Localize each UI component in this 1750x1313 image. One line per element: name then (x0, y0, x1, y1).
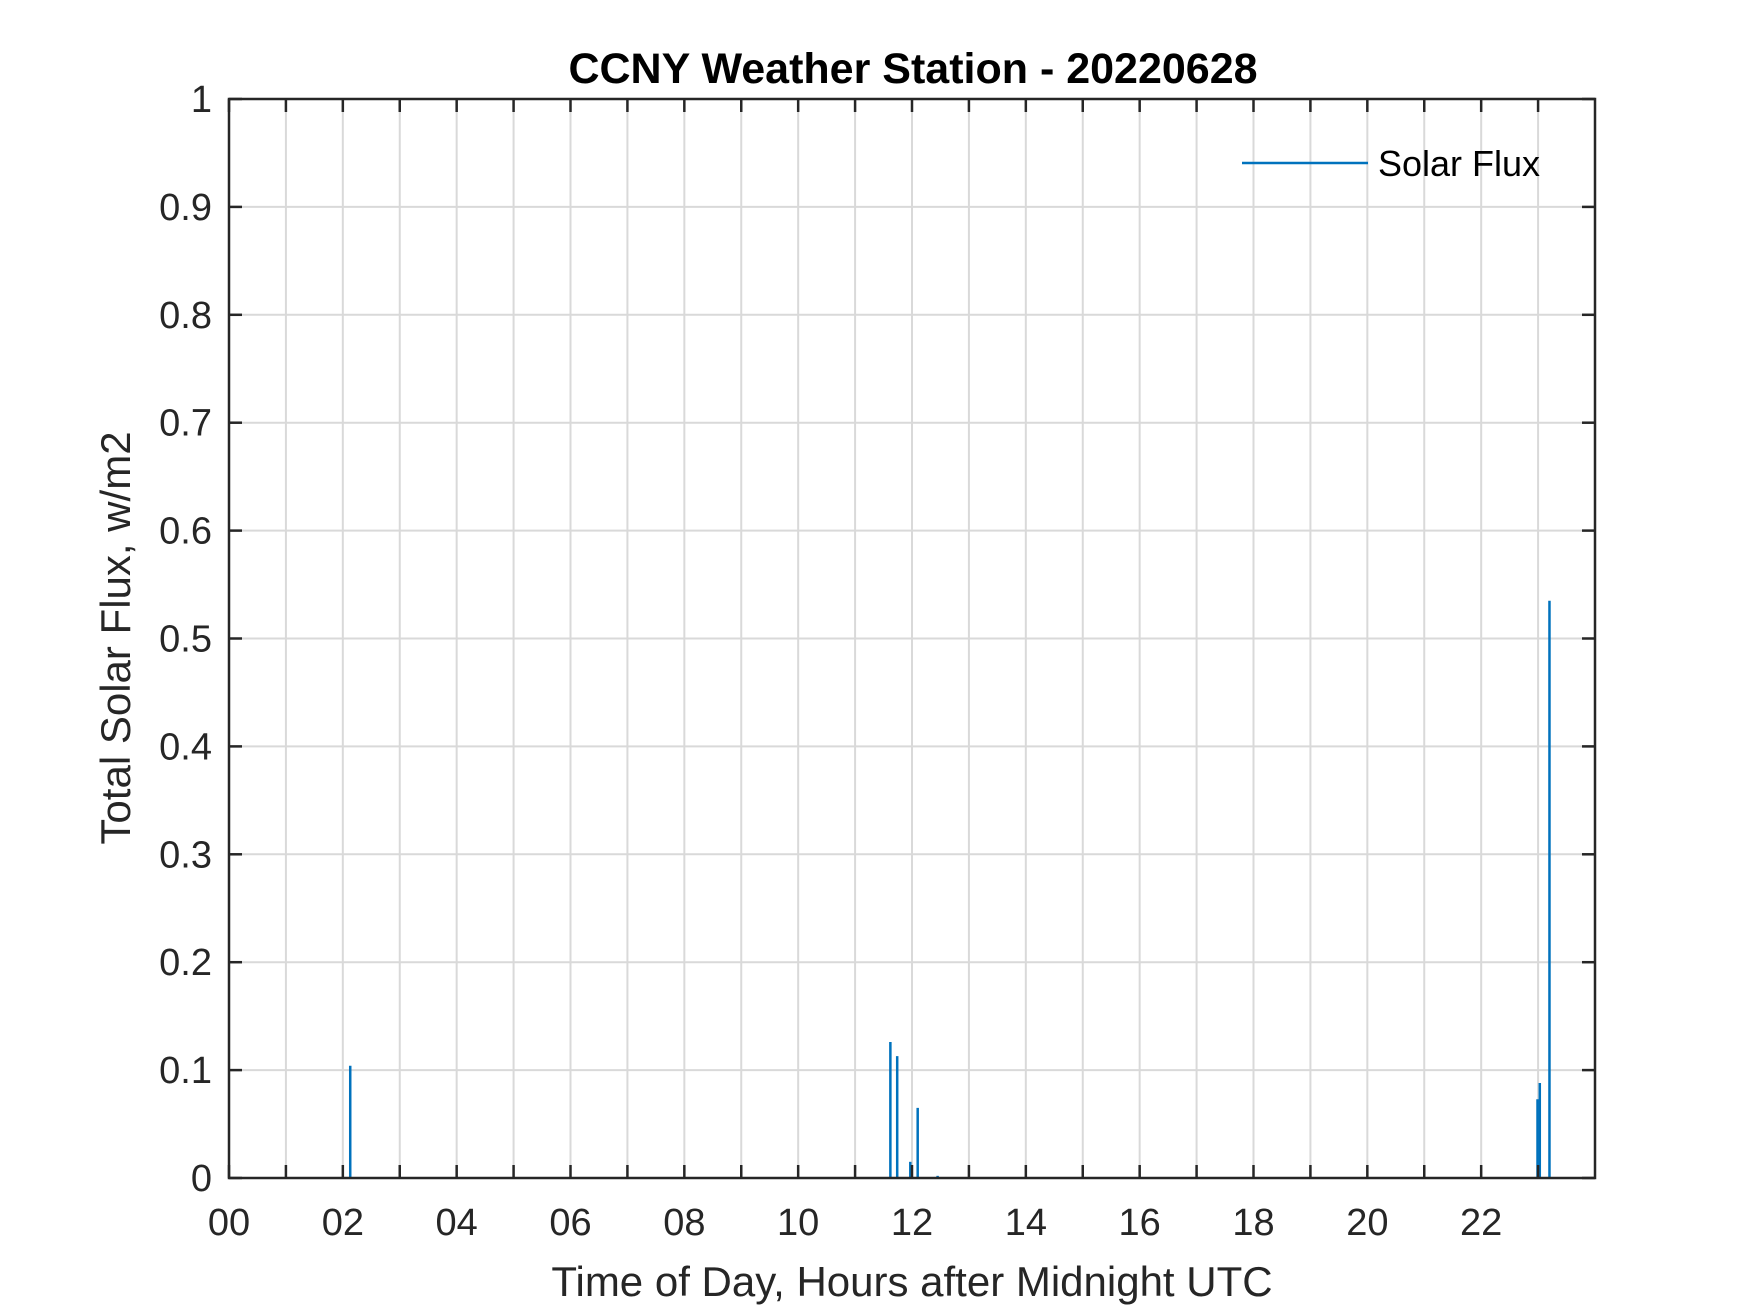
x-tick-label: 04 (436, 1202, 478, 1244)
y-tick-label: 0.1 (159, 1050, 212, 1092)
y-tick-label: 0.5 (159, 619, 212, 661)
y-tick-labels: 0 0.1 0.2 0.3 0.4 0.5 0.6 0.7 0.8 0.9 1 (159, 79, 212, 1200)
x-tick-label: 20 (1346, 1202, 1388, 1244)
y-tick-label: 0.3 (159, 834, 212, 876)
y-tick-label: 0 (191, 1158, 212, 1200)
x-tick-labels: 00 02 04 06 08 10 12 14 16 18 20 22 (208, 1202, 1502, 1244)
x-tick-label: 18 (1232, 1202, 1274, 1244)
x-tick-label: 02 (322, 1202, 364, 1244)
y-tick-label: 0.6 (159, 511, 212, 553)
y-tick-label: 0.4 (159, 726, 212, 768)
chart-title: CCNY Weather Station - 20220628 (568, 45, 1257, 93)
x-tick-label: 12 (891, 1202, 933, 1244)
x-tick-label: 08 (663, 1202, 705, 1244)
y-tick-label: 0.2 (159, 942, 212, 984)
legend: Solar Flux (1242, 143, 1540, 184)
x-axis-label: Time of Day, Hours after Midnight UTC (551, 1258, 1272, 1305)
grid-lines (228, 98, 1595, 1179)
x-tick-label: 10 (777, 1202, 819, 1244)
y-tick-label: 0.7 (159, 403, 212, 445)
x-tick-label: 22 (1460, 1202, 1502, 1244)
y-axis-label: Total Solar Flux, w/m2 (92, 431, 139, 844)
x-tick-label: 14 (1005, 1202, 1047, 1244)
axis-ticks (227, 97, 1595, 1180)
legend-label-solar-flux: Solar Flux (1378, 143, 1540, 184)
x-tick-label: 16 (1119, 1202, 1161, 1244)
x-tick-label: 00 (208, 1202, 250, 1244)
y-tick-label: 0.9 (159, 187, 212, 229)
x-tick-label: 06 (549, 1202, 591, 1244)
y-tick-label: 1 (191, 79, 212, 121)
data-series-solar-flux (348, 600, 1551, 1178)
y-tick-label: 0.8 (159, 295, 212, 337)
